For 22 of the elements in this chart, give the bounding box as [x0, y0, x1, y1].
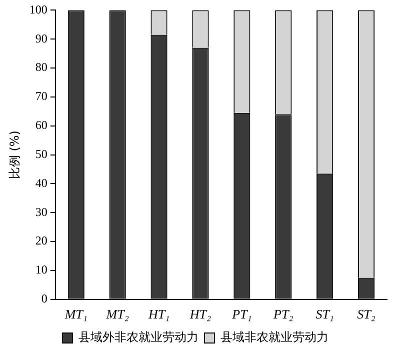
x-tick-label: ST₁ [316, 306, 334, 322]
y-tick-label: 40 [35, 176, 48, 190]
x-tick-label: HT₁ [147, 306, 170, 322]
y-tick-label: 30 [35, 204, 48, 219]
x-tick-label: MT₁ [64, 306, 88, 322]
y-tick-label: 60 [35, 118, 48, 132]
y-tick-label: 50 [35, 146, 48, 161]
y-axis-title: 比例 (%) [7, 130, 22, 180]
y-tick-label: 70 [35, 89, 48, 104]
y-tick-label: 80 [35, 60, 48, 74]
x-tick-label: PT₁ [231, 306, 252, 322]
y-tick-label: 100 [29, 2, 48, 16]
x-tick-label: HT₂ [188, 306, 212, 322]
x-tick-label: PT₂ [272, 306, 294, 322]
y-tick-label: 10 [35, 262, 48, 277]
y-tick-label: 20 [35, 234, 48, 248]
legend-label: 县域外非农就业劳动力 [78, 330, 198, 344]
y-tick-label: 0 [41, 292, 48, 306]
x-tick-label: MT₂ [105, 306, 130, 322]
legend-label: 县域非农就业劳动力 [220, 330, 328, 344]
x-tick-label: ST₂ [357, 306, 376, 322]
y-tick-label: 90 [35, 31, 48, 46]
